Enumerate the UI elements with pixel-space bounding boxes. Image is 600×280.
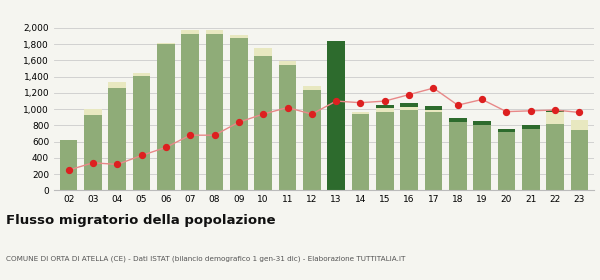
Bar [206, 30, 223, 34]
Bar [60, 140, 77, 190]
Bar [425, 110, 442, 113]
Bar [279, 65, 296, 190]
Point [356, 101, 365, 105]
Point [502, 109, 511, 114]
Point [137, 153, 146, 158]
Bar [206, 34, 223, 190]
Bar [571, 120, 588, 129]
Point [428, 86, 438, 90]
Bar [84, 115, 101, 190]
Bar [473, 121, 491, 125]
Bar [157, 43, 175, 44]
Text: COMUNE DI ORTA DI ATELLA (CE) - Dati ISTAT (bilancio demografico 1 gen-31 dic) -: COMUNE DI ORTA DI ATELLA (CE) - Dati IST… [6, 255, 406, 262]
Bar [497, 129, 515, 132]
Point [112, 162, 122, 167]
Bar [400, 110, 418, 190]
Bar [449, 122, 467, 190]
Point [88, 160, 98, 165]
Bar [303, 90, 320, 190]
Point [210, 133, 220, 137]
Bar [133, 76, 151, 190]
Bar [547, 124, 564, 190]
Bar [181, 30, 199, 34]
Bar [352, 114, 369, 190]
Bar [230, 35, 248, 38]
Point [575, 110, 584, 115]
Bar [376, 105, 394, 108]
Point [259, 112, 268, 116]
Bar [400, 107, 418, 110]
Bar [449, 118, 467, 122]
Point [550, 108, 560, 112]
Point [64, 168, 73, 172]
Bar [425, 106, 442, 110]
Legend: Iscritti (da altri comuni), Iscritti (dall'estero), Iscritti (altri), Cancellati: Iscritti (da altri comuni), Iscritti (da… [105, 0, 543, 3]
Bar [157, 44, 175, 190]
Point [453, 103, 463, 107]
Point [331, 99, 341, 103]
Bar [400, 103, 418, 107]
Bar [230, 38, 248, 190]
Point [161, 145, 170, 150]
Point [380, 99, 389, 103]
Point [478, 97, 487, 102]
Point [185, 133, 195, 137]
Bar [547, 113, 564, 124]
Bar [109, 88, 126, 190]
Bar [352, 112, 369, 114]
Point [283, 105, 292, 110]
Bar [522, 129, 539, 190]
Point [234, 120, 244, 124]
Bar [473, 125, 491, 190]
Point [526, 109, 536, 113]
Bar [254, 57, 272, 190]
Bar [328, 41, 345, 190]
Bar [425, 113, 442, 190]
Bar [376, 108, 394, 113]
Bar [522, 125, 539, 129]
Bar [84, 109, 101, 115]
Text: Flusso migratorio della popolazione: Flusso migratorio della popolazione [6, 214, 275, 227]
Bar [254, 48, 272, 57]
Bar [571, 129, 588, 190]
Bar [133, 73, 151, 76]
Bar [497, 132, 515, 190]
Point [307, 112, 317, 116]
Bar [547, 110, 564, 113]
Bar [303, 86, 320, 90]
Point [404, 92, 414, 97]
Bar [279, 61, 296, 65]
Bar [181, 34, 199, 190]
Bar [376, 113, 394, 190]
Bar [109, 81, 126, 88]
